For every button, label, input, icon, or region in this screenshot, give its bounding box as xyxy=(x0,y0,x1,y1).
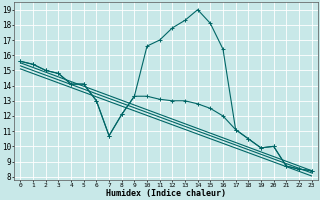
X-axis label: Humidex (Indice chaleur): Humidex (Indice chaleur) xyxy=(106,189,226,198)
